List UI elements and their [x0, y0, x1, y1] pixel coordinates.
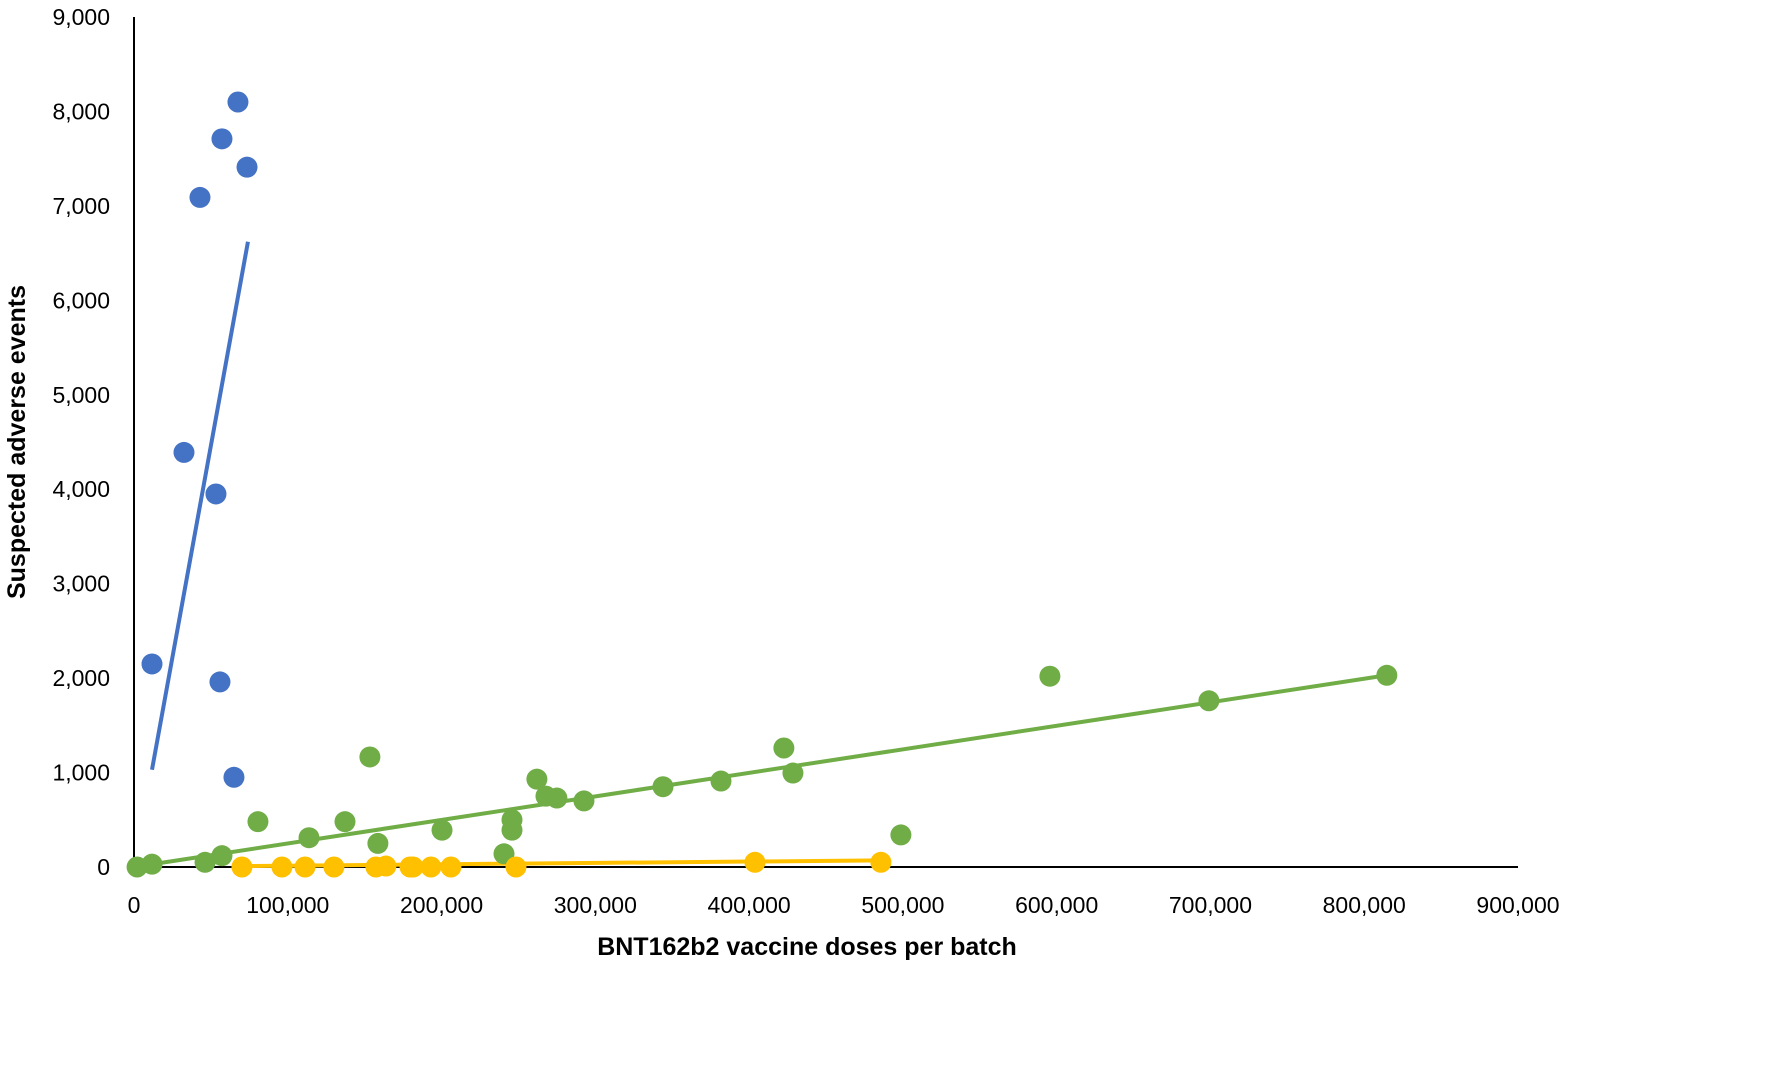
data-point-series-1 — [236, 156, 258, 178]
data-point-series-1 — [211, 128, 233, 150]
x-tick-label: 100,000 — [246, 892, 329, 918]
data-point-series-2 — [526, 768, 548, 790]
data-point-series-1 — [173, 441, 195, 463]
data-point-series-3 — [231, 856, 253, 878]
data-point-series-2 — [194, 851, 216, 873]
data-point-series-2 — [359, 746, 381, 768]
x-tick-label: 500,000 — [861, 892, 944, 918]
x-tick-label: 600,000 — [1015, 892, 1098, 918]
data-point-series-1 — [189, 186, 211, 208]
data-point-series-2 — [710, 770, 732, 792]
data-points — [126, 91, 1398, 878]
trendlines — [133, 241, 1388, 869]
data-point-series-2 — [247, 811, 269, 833]
data-point-series-3 — [271, 856, 293, 878]
data-point-series-3 — [744, 851, 766, 873]
x-tick-label: 900,000 — [1476, 892, 1559, 918]
x-tick-labels: 0 100,000 200,000 300,000 400,000 500,000 600,… — [128, 892, 1560, 918]
y-tick-label: 5,000 — [52, 382, 110, 408]
data-point-series-2 — [1039, 665, 1061, 687]
y-axis-label: Suspected adverse events — [3, 285, 31, 599]
data-point-series-2 — [298, 827, 320, 849]
x-tick-label: 400,000 — [708, 892, 791, 918]
x-tick-label: 200,000 — [400, 892, 483, 918]
y-tick-label: 3,000 — [52, 571, 110, 597]
data-point-series-1 — [227, 91, 249, 113]
x-tick-label: 0 — [128, 892, 141, 918]
data-point-series-3 — [870, 851, 892, 873]
y-tick-label: 9,000 — [52, 4, 110, 30]
data-point-series-2 — [334, 811, 356, 833]
data-point-series-2 — [773, 737, 795, 759]
x-axis-label: BNT162b2 vaccine doses per batch — [597, 933, 1017, 961]
x-tick-label: 800,000 — [1323, 892, 1406, 918]
x-tick-label: 300,000 — [554, 892, 637, 918]
data-point-series-3 — [375, 855, 397, 877]
data-point-series-1 — [223, 766, 245, 788]
data-point-series-2 — [546, 787, 568, 809]
data-point-series-3 — [420, 856, 442, 878]
data-point-series-3 — [505, 856, 527, 878]
y-tick-label: 7,000 — [52, 193, 110, 219]
data-point-series-1 — [205, 483, 227, 505]
y-tick-label: 8,000 — [52, 98, 110, 124]
data-point-series-2 — [890, 824, 912, 846]
y-tick-label: 4,000 — [52, 476, 110, 502]
trendline-series-1 — [150, 241, 250, 771]
data-point-series-3 — [402, 856, 424, 878]
y-tick-label: 6,000 — [52, 287, 110, 313]
data-point-series-2 — [431, 819, 453, 841]
data-point-series-2 — [573, 790, 595, 812]
trendline-series-2 — [133, 673, 1388, 869]
data-point-series-1 — [141, 653, 163, 675]
data-point-series-2 — [652, 776, 674, 798]
data-point-series-3 — [294, 856, 316, 878]
y-tick-labels: 0 1,000 2,000 3,000 4,000 5,000 6,000 7,000 8,00… — [52, 4, 110, 880]
trendline-series-3 — [241, 858, 881, 869]
y-tick-label: 1,000 — [52, 760, 110, 786]
x-tick-label: 700,000 — [1169, 892, 1252, 918]
data-point-series-2 — [211, 845, 233, 867]
data-point-series-1 — [209, 671, 231, 693]
y-tick-label: 0 — [97, 854, 110, 880]
data-point-series-2 — [782, 762, 804, 784]
axes — [133, 17, 1518, 868]
data-point-series-2 — [501, 819, 523, 841]
data-point-series-2 — [141, 853, 163, 875]
data-point-series-2 — [1198, 690, 1220, 712]
y-tick-label: 2,000 — [52, 665, 110, 691]
data-point-series-2 — [367, 832, 389, 854]
data-point-series-3 — [440, 856, 462, 878]
data-point-series-2 — [1376, 664, 1398, 686]
data-point-series-3 — [323, 856, 345, 878]
